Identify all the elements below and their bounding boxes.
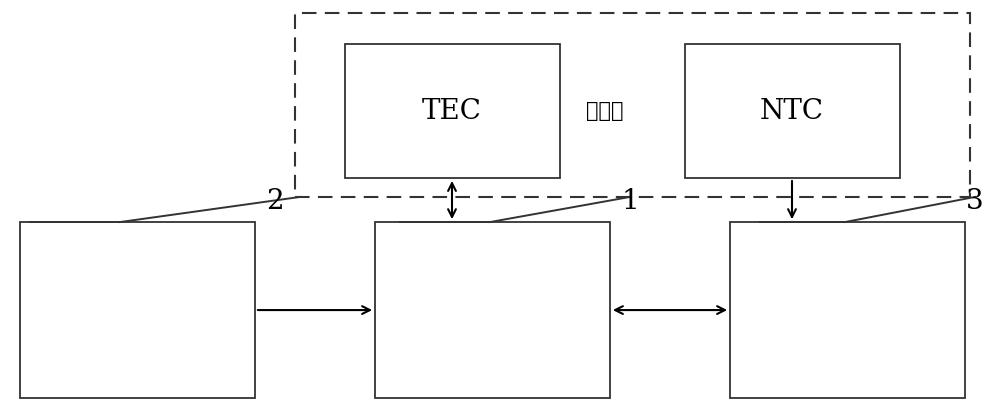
Bar [375, 222, 610, 398]
Bar [730, 222, 965, 398]
Bar [345, 44, 560, 178]
Text: 激光器: 激光器 [586, 101, 624, 121]
Text: TEC: TEC [422, 98, 482, 124]
Bar [685, 44, 900, 178]
Text: 2: 2 [266, 188, 284, 215]
Bar [20, 222, 255, 398]
Text: 3: 3 [966, 188, 984, 215]
Text: 1: 1 [621, 188, 639, 215]
Bar [295, 13, 970, 197]
Text: NTC: NTC [760, 98, 824, 124]
